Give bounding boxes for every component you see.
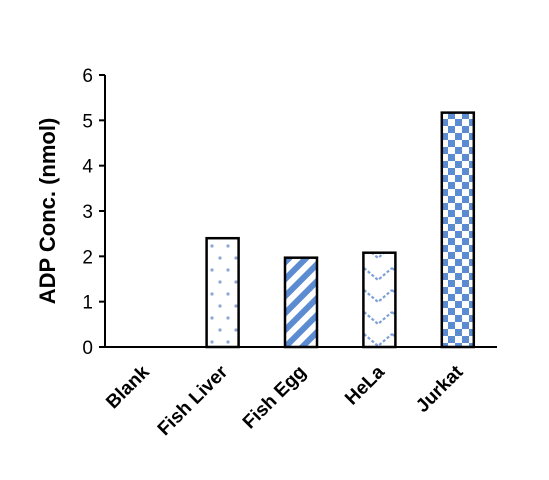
x-category-label: Fish Liver	[154, 361, 233, 440]
bar-hela	[362, 251, 397, 349]
y-axis-ticks: 0 1 2 3 4 5 6	[82, 66, 105, 359]
y-tick-label: 4	[82, 157, 93, 178]
y-tick-label: 0	[82, 338, 93, 359]
y-tick-label: 3	[82, 202, 93, 223]
y-axis-title: ADP Conc. (nmol)	[35, 118, 60, 305]
x-category-label: Blank	[102, 361, 154, 413]
x-category-label: Fish Egg	[239, 362, 311, 434]
bar-fish-egg	[283, 256, 319, 349]
y-tick-label: 2	[82, 247, 93, 268]
x-axis-category-labels: Blank Fish Liver Fish Egg HeLa Jurkat	[102, 361, 468, 440]
y-tick-label: 6	[82, 66, 93, 87]
x-category-label: Jurkat	[412, 361, 468, 417]
y-tick-label: 1	[82, 293, 93, 314]
x-category-label: HeLa	[341, 361, 389, 409]
bars	[205, 111, 476, 349]
y-tick-label: 5	[82, 111, 93, 132]
bar-fish-liver	[205, 236, 240, 349]
bar-jurkat	[440, 111, 476, 349]
